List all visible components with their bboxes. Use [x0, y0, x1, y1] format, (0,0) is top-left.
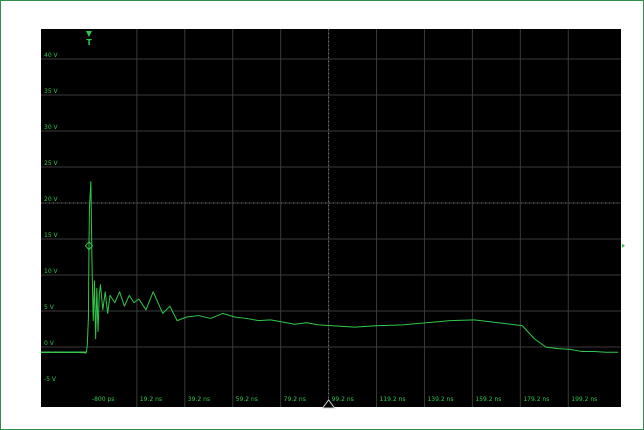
x-tick-label: 179.2 ns: [523, 396, 549, 403]
y-tick-label: 25 V: [44, 160, 59, 167]
x-tick-label: 139.2 ns: [427, 396, 453, 403]
y-tick-label: 40 V: [44, 52, 59, 59]
y-tick-label: 20 V: [44, 196, 59, 203]
x-tick-label: 39.2 ns: [188, 396, 210, 403]
y-tick-label: 30 V: [44, 124, 59, 131]
y-tick-label: 5 V: [44, 304, 55, 311]
y-tick-label: 35 V: [44, 88, 59, 95]
x-tick-label: 199.2 ns: [571, 396, 597, 403]
x-tick-label: 59.2 ns: [236, 396, 258, 403]
trigger-marker-icon: [85, 31, 92, 37]
x-tick-label: 79.2 ns: [284, 396, 306, 403]
channel-edge-marker-icon: [622, 243, 625, 248]
waveform-chart: 40 V 35 V 30 V 25 V 20 V 15 V 10 V 5 V 0 V -5 V -8…: [40, 29, 625, 409]
x-tick-label: -800 ps: [92, 396, 114, 403]
x-tick-label: 119.2 ns: [380, 396, 406, 403]
y-tick-label: 10 V: [44, 268, 59, 275]
waveform-trace: [40, 181, 619, 354]
trigger-level-marker-icon: [84, 240, 94, 251]
horizontal-position-marker-icon: [321, 399, 336, 409]
y-tick-label: 15 V: [44, 232, 59, 239]
x-tick-label: 159.2 ns: [475, 396, 501, 403]
y-tick-label: 0 V: [44, 340, 55, 347]
oscilloscope-display: 40 V 35 V 30 V 25 V 20 V 15 V 10 V 5 V 0 V -5 V -8…: [40, 29, 625, 409]
x-tick-label: 99.2 ns: [332, 396, 354, 403]
x-tick-label: 19.2 ns: [140, 396, 162, 403]
trigger-label: T: [86, 38, 92, 47]
y-tick-label: -5 V: [44, 376, 57, 383]
